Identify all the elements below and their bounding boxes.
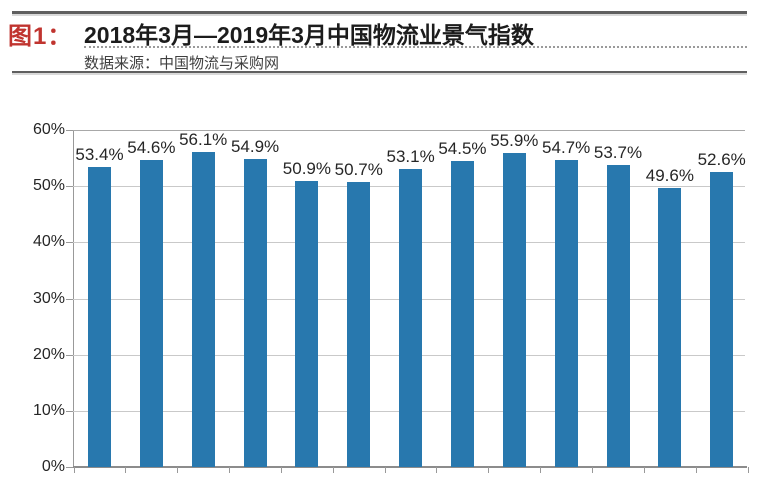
- bar-value-label: 54.9%: [230, 136, 280, 156]
- bar-2018年4月: [139, 160, 163, 467]
- bar-2018年7月: [295, 181, 319, 467]
- figure-number-label: 图1：: [8, 23, 73, 50]
- x-axis-tick: [280, 467, 282, 473]
- y-axis-tick: [66, 242, 73, 244]
- bar-value-label: 53.7%: [593, 143, 643, 163]
- x-axis-tick: [592, 467, 593, 473]
- header-top-rule: [12, 11, 747, 14]
- y-tick-label: 20%: [32, 345, 65, 363]
- figure-title: 2018年3月—2019年3月中国物流业景气指数: [84, 22, 534, 48]
- bar-value-label: 50.7%: [334, 160, 383, 180]
- bar-2018年11月: [502, 153, 526, 467]
- bar-2019年2月: [658, 188, 682, 467]
- y-axis-tick: [66, 354, 73, 356]
- bar-value-label: 54.5%: [438, 138, 487, 158]
- bar-2018年3月: [88, 167, 111, 467]
- bar-value-label: 56.1%: [179, 129, 228, 149]
- bar-2018年9月: [399, 168, 423, 467]
- bar-2018年10月: [450, 160, 474, 467]
- x-axis-tick: [332, 467, 334, 473]
- y-axis-tick: [66, 186, 73, 188]
- x-axis-tick: [125, 467, 127, 473]
- x-axis-tick: [540, 467, 542, 473]
- data-source-label: 数据来源：中国物流与采购网: [84, 55, 280, 72]
- bar-value-label: 52.6%: [697, 149, 746, 169]
- x-axis-tick: [177, 467, 179, 473]
- y-tick-label: 40%: [32, 233, 65, 251]
- x-axis-tick: [73, 467, 75, 473]
- bar-value-label: 55.9%: [490, 131, 539, 151]
- x-axis-tick: [643, 467, 645, 473]
- bar-value-label: 53.1%: [386, 146, 435, 166]
- y-axis-tick: [66, 410, 73, 412]
- bar-2019年3月: [710, 171, 734, 467]
- bar-2019年1月: [606, 165, 630, 467]
- bar-value-label: 50.9%: [282, 159, 331, 179]
- bar-2018年8月: [347, 182, 371, 467]
- y-axis-tick: [66, 298, 73, 300]
- x-axis-tick: [695, 467, 697, 473]
- bar-value-label: 54.6%: [127, 138, 176, 158]
- x-axis-tick: [229, 467, 231, 473]
- chart-plot-area: 53.4% 54.6% 56.1% 54.9% 50.9% 50.7% 53.1% 54.5%…: [66, 129, 749, 473]
- x-axis-tick: [488, 467, 490, 473]
- y-tick-label: 30%: [32, 289, 65, 307]
- gridline-60: [73, 130, 745, 131]
- bar-value-label: 49.6%: [645, 166, 694, 186]
- header-bottom-rule: [12, 71, 747, 73]
- bar-value-label: 54.7%: [542, 137, 591, 157]
- x-axis-tick: [436, 467, 438, 473]
- bar-2018年5月: [191, 151, 215, 467]
- y-axis-tick: [66, 130, 73, 131]
- bar-2018年12月: [554, 159, 578, 467]
- bar-value-label: 53.4%: [75, 145, 124, 165]
- y-tick-label: 10%: [32, 401, 65, 419]
- x-axis-tick: [384, 467, 386, 473]
- y-tick-label: 50%: [32, 177, 65, 195]
- x-axis-line: [73, 466, 747, 468]
- header-dotted-rule: [84, 46, 747, 48]
- x-axis-tick: [747, 467, 749, 473]
- y-tick-label: 0%: [41, 458, 65, 475]
- y-axis-tick: [66, 467, 73, 468]
- bar-2018年6月: [243, 158, 267, 467]
- y-tick-label: 60%: [32, 121, 65, 138]
